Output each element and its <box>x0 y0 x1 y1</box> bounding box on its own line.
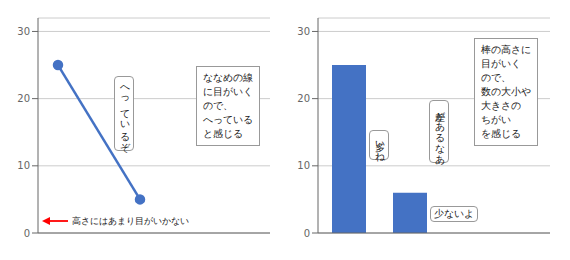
svg-text:20: 20 <box>297 93 310 104</box>
html-text:へっているぞ: へっているぞ <box>119 80 130 147</box>
svg-text:10: 10 <box>17 160 30 171</box>
svg-text:10: 10 <box>297 160 310 171</box>
html-text:ななめの線 に目がいく ので、 へっている と感じる: ななめの線 に目がいく ので、 へっている と感じる <box>203 72 253 139</box>
html-text:高さにはあまり目がいかない: 高さにはあまり目がいかない <box>72 216 189 226</box>
html-text:差があるなあ: 差があるなあ <box>434 104 445 159</box>
html-text:少ないよ: 少ないよ <box>434 208 474 219</box>
svg-text:0: 0 <box>304 228 310 239</box>
svg-text:20: 20 <box>17 93 30 104</box>
svg-text:0: 0 <box>24 228 30 239</box>
svg-text:30: 30 <box>297 26 310 37</box>
html-text:多いね: 多いね <box>374 134 385 156</box>
html-text:棒の高さに 目がいく ので、 数の大小や 大きさの ちがい: 棒の高さに 目がいく ので、 数の大小や 大きさの ちがい を感じる <box>481 44 531 139</box>
svg-text:30: 30 <box>17 26 30 37</box>
